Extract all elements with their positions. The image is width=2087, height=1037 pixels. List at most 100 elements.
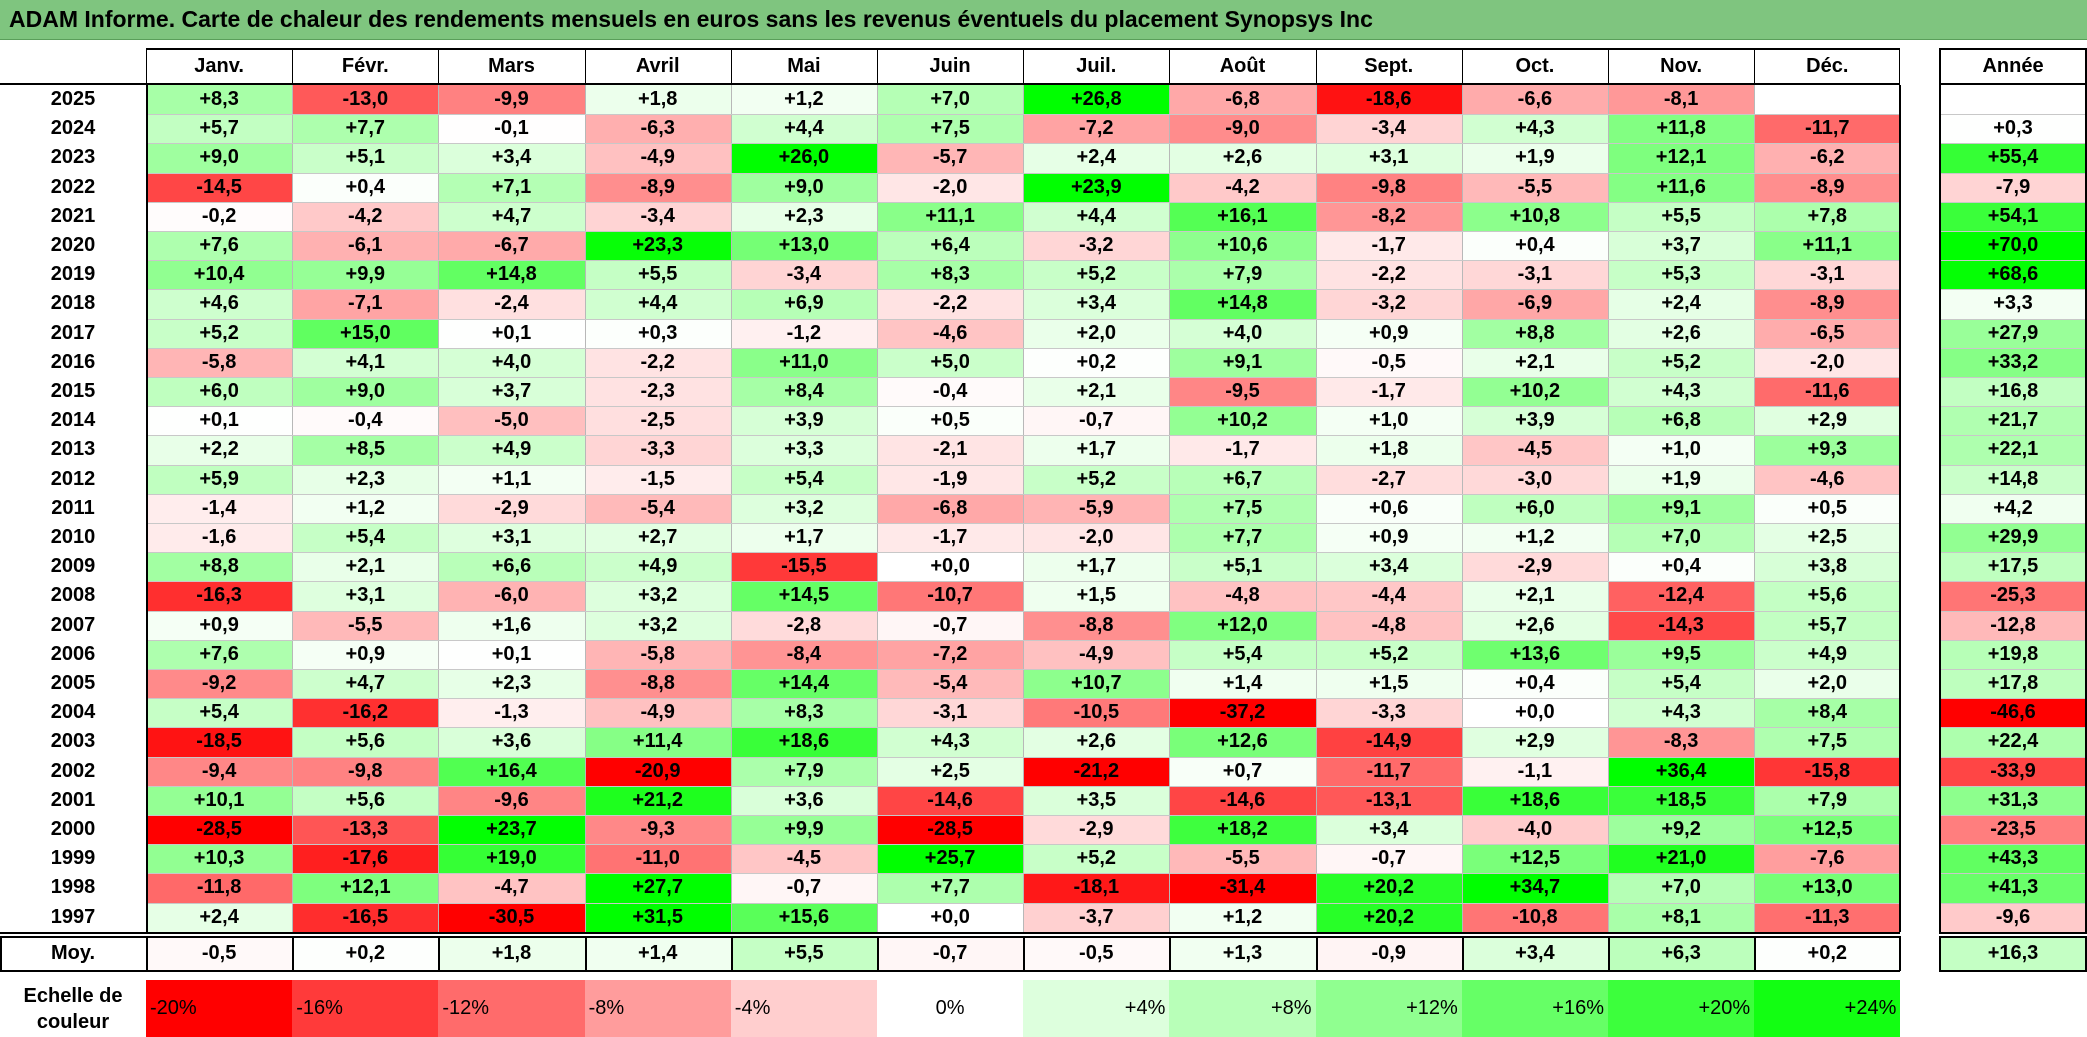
heatmap-cell: +5,6 [292,785,439,815]
heatmap-cell: -11,3 [1754,902,1901,932]
grid-line [146,493,1901,495]
heatmap-cell: +8,1 [1608,902,1755,932]
scale-swatch: +4% [1023,980,1170,1037]
heatmap-cell: +4,1 [292,347,439,377]
heatmap-cell: +10,1 [146,785,293,815]
month-header: Janv. [146,48,293,84]
year-label: 2022 [0,172,146,202]
annual-cell: -33,9 [1939,756,2087,786]
year-label: 2020 [0,231,146,261]
average-cell: -0,7 [877,935,1024,971]
grid-line [1939,406,2087,408]
month-header: Oct. [1461,48,1608,84]
grid-line [1939,114,2087,116]
border-line [1899,85,1902,932]
heatmap-cell: +7,7 [292,114,439,144]
average-label: Moy. [0,935,146,971]
grid-line [1754,85,1756,932]
heatmap-cell: +9,5 [1608,639,1755,669]
heatmap-cell: -30,5 [438,902,585,932]
heatmap-cell: +26,0 [730,143,877,173]
heatmap-cell: +6,4 [877,231,1024,261]
heatmap-cell: +4,6 [146,289,293,319]
heatmap-cell: +5,1 [1169,552,1316,582]
heatmap-cell: +5,4 [1608,669,1755,699]
year-label: 2003 [0,727,146,757]
heatmap-cell: +9,2 [1608,815,1755,845]
heatmap-cell: -8,9 [1754,172,1901,202]
heatmap-cell: +2,5 [1754,523,1901,553]
heatmap-cell: +12,5 [1754,815,1901,845]
month-header: Sept. [1315,48,1462,84]
grid-line [146,873,1901,875]
heatmap-cell: +5,2 [1023,844,1170,874]
heatmap-cell: -9,2 [146,669,293,699]
heatmap-cell: +8,3 [146,85,293,115]
heatmap-cell: +3,5 [1023,785,1170,815]
heatmap-cell: -14,6 [877,785,1024,815]
scale-swatch: +16% [1461,980,1608,1037]
heatmap-cell: -4,9 [584,698,731,728]
month-header: Août [1169,48,1316,84]
heatmap-cell: -9,6 [438,785,585,815]
heatmap-cell: -3,4 [1315,114,1462,144]
heatmap-cell: -5,0 [438,406,585,436]
heatmap-cell: +10,7 [1023,669,1170,699]
heatmap-cell: -2,0 [1023,523,1170,553]
heatmap-cell: -15,8 [1754,756,1901,786]
heatmap-cell: -8,9 [1754,289,1901,319]
border-line [1023,935,1026,971]
grid-line [1939,143,2087,145]
heatmap-cell: -11,8 [146,873,293,903]
heatmap-cell: +9,1 [1169,347,1316,377]
heatmap-cell: +15,0 [292,318,439,348]
heatmap-cell: +10,6 [1169,231,1316,261]
border-line [146,935,148,971]
grid-line [1939,756,2087,758]
heatmap-cell: +13,0 [1754,873,1901,903]
scale-swatch: -4% [730,980,877,1037]
border-line [584,48,586,84]
grid-line [146,523,1901,524]
heatmap-cell: -6,9 [1461,289,1608,319]
scale-swatch: -12% [438,980,585,1037]
heatmap-cell: +11,4 [584,727,731,757]
grid-line [146,406,1901,408]
year-label: 2011 [0,493,146,523]
scale-swatch: +12% [1315,980,1462,1037]
heatmap-cell: -6,8 [877,493,1024,523]
border-line [146,48,147,84]
heatmap-cell: +5,6 [1754,581,1901,611]
border-line [1939,935,2087,938]
heatmap-cell: +1,2 [1169,902,1316,932]
border-line [438,935,441,971]
grid-line [146,289,1901,291]
heatmap-cell: +9,0 [730,172,877,202]
heatmap-cell: +1,0 [1315,406,1462,436]
heatmap-cell: +0,3 [584,318,731,348]
heatmap-cell: -13,1 [1315,785,1462,815]
border-line [1461,48,1463,84]
heatmap-cell: +8,3 [877,260,1024,290]
grid-line [1939,873,2087,875]
heatmap-cell: +11,0 [730,347,877,377]
heatmap-cell: +7,1 [438,172,585,202]
average-cell: +5,5 [730,935,877,971]
grid-line [146,581,1901,583]
heatmap-cell: +0,2 [1023,347,1170,377]
year-label: 2005 [0,669,146,699]
heatmap-cell: -3,4 [584,201,731,231]
heatmap-cell: +6,8 [1608,406,1755,436]
grid-line [146,377,1901,378]
heatmap-cell: +10,2 [1169,406,1316,436]
heatmap-cell: +5,3 [1608,260,1755,290]
grid-line [146,756,1901,758]
border-line [1608,935,1610,971]
heatmap-cell: -13,3 [292,815,439,845]
chart-title: ADAM Informe. Carte de chaleur des rende… [9,6,1373,32]
heatmap-cell: +5,2 [1023,464,1170,494]
heatmap-cell: +0,4 [1608,552,1755,582]
scale-label-line1: Echelle de [23,984,123,1007]
heatmap-cell: +3,4 [1315,815,1462,845]
